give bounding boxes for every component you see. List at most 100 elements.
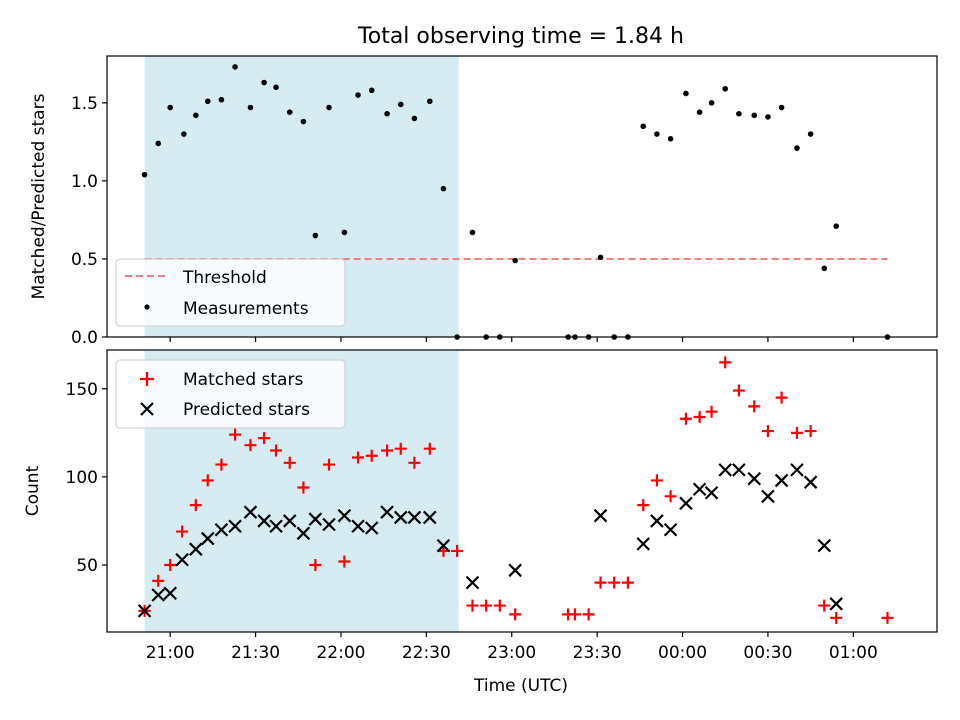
measurement-point	[440, 185, 447, 192]
predicted-star-marker	[214, 522, 229, 537]
measurement-point	[794, 145, 800, 151]
measurement-point	[326, 104, 332, 111]
matched-star-marker	[732, 384, 745, 397]
measurement-point	[368, 87, 375, 94]
measurement-point	[654, 131, 660, 137]
matched-star-marker	[365, 449, 378, 462]
bottom-plot-content	[137, 356, 894, 624]
matched-star-marker	[164, 559, 177, 572]
top-legend-box	[115, 258, 346, 327]
matched-star-marker	[705, 405, 718, 418]
matched-star-marker	[466, 599, 479, 612]
matched-star-marker	[229, 428, 242, 441]
measurement-point	[300, 118, 307, 125]
matched-star-marker	[775, 391, 788, 404]
measurement-point	[821, 265, 828, 272]
x-tick-label: 22:00	[316, 643, 365, 663]
matched-star-marker	[679, 412, 692, 425]
matched-star-marker	[790, 426, 803, 439]
predicted-star-marker	[593, 508, 608, 523]
predicted-star-marker	[189, 542, 203, 556]
predicted-star-marker	[175, 552, 189, 567]
matched-star-marker	[201, 474, 214, 487]
predicted-star-marker	[692, 482, 707, 497]
matched-star-marker	[283, 456, 296, 469]
measurement-point	[778, 104, 785, 111]
bottom-legend: Matched stars Predicted stars	[115, 359, 346, 429]
measurement-point	[312, 232, 319, 239]
predicted-star-marker	[436, 538, 451, 553]
measurement-point	[807, 131, 814, 137]
measurement-point	[181, 131, 187, 137]
matched-star-marker	[582, 608, 595, 621]
measurement-point	[411, 115, 418, 122]
predicted-star-marker	[718, 463, 733, 477]
measurement-point	[355, 92, 361, 98]
measurement-point	[286, 109, 293, 115]
predicted-star-marker	[423, 510, 437, 525]
matched-star-marker	[719, 356, 732, 369]
predicted-star-marker	[282, 514, 297, 528]
measurement-point	[167, 104, 173, 111]
bottom-y-ticks: 50 100 150	[66, 380, 107, 576]
predicted-star-marker	[151, 588, 166, 602]
legend-measurements-swatch	[144, 304, 150, 310]
measurement-point	[155, 140, 162, 147]
x-tick-label: 00:30	[743, 643, 792, 663]
measurement-point	[218, 96, 225, 103]
top-axes-frame	[106, 55, 938, 338]
matched-star-marker	[568, 608, 581, 621]
predicted-star-marker	[269, 519, 283, 534]
matched-star-marker	[804, 425, 817, 438]
matched-star-marker	[394, 442, 407, 455]
predicted-star-marker	[663, 522, 678, 537]
matched-star-marker	[509, 608, 522, 621]
predicted-star-marker	[790, 463, 804, 477]
y-tick-label: 100	[66, 468, 98, 488]
measurement-point	[667, 135, 674, 142]
matched-star-marker	[215, 458, 228, 471]
top-x-ticks	[169, 337, 854, 342]
legend-predicted-swatch	[140, 402, 154, 416]
predicted-star-marker	[829, 597, 844, 611]
bottom-axes-frame	[106, 349, 938, 633]
bottom-y-axis-label: Count	[23, 465, 43, 516]
predicted-star-marker	[228, 519, 242, 534]
matched-star-marker	[881, 611, 894, 624]
y-tick-label: 1.0	[71, 172, 98, 192]
predicted-star-marker	[200, 531, 215, 546]
matched-star-marker	[830, 611, 843, 624]
measurement-point	[708, 100, 715, 106]
matched-star-marker	[693, 410, 706, 423]
x-tick-label: 23:30	[573, 643, 622, 663]
y-tick-label: 150	[66, 380, 98, 400]
predicted-star-marker	[393, 510, 408, 525]
predicted-star-marker	[817, 538, 832, 553]
x-tick-label: 21:30	[231, 643, 280, 663]
predicted-star-marker	[163, 586, 177, 601]
predicted-star-marker	[308, 512, 323, 526]
matched-star-marker	[818, 599, 831, 612]
figure-title: Total observing time = 1.84 h	[357, 24, 684, 49]
predicted-star-marker	[351, 519, 365, 534]
matched-star-marker	[493, 599, 506, 612]
measurement-point	[640, 123, 647, 130]
measurement-point	[204, 98, 211, 105]
measurement-point	[193, 112, 199, 119]
measurement-point	[141, 171, 148, 178]
matched-star-marker	[244, 439, 257, 452]
matched-star-marker	[761, 425, 774, 438]
predicted-star-marker	[407, 510, 422, 525]
predicted-star-marker	[296, 526, 311, 541]
measurement-point	[261, 79, 267, 86]
predicted-star-marker	[257, 514, 271, 528]
y-tick-label: 0.5	[71, 250, 98, 270]
matched-star-marker	[189, 499, 202, 512]
predicted-star-marker	[704, 485, 719, 500]
matched-star-marker	[637, 499, 650, 512]
predicted-star-marker	[650, 514, 664, 528]
measurement-point	[736, 110, 742, 117]
predicted-star-marker	[803, 475, 818, 489]
measurement-point	[683, 90, 689, 97]
measurement-point	[469, 229, 476, 236]
